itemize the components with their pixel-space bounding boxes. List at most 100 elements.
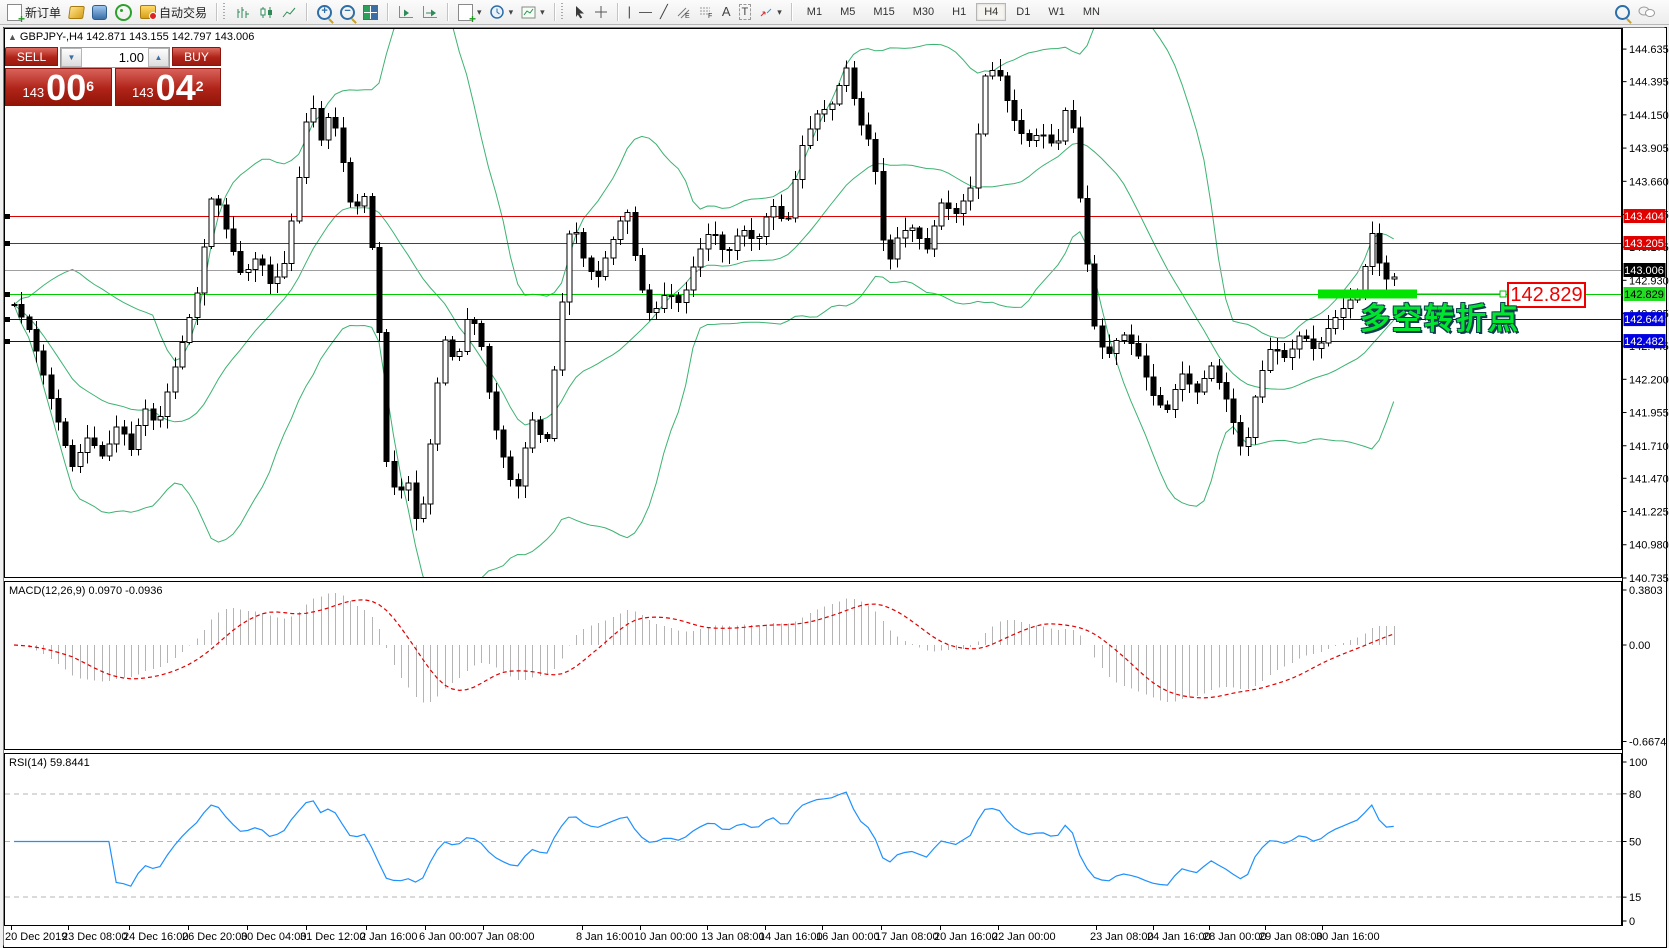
svg-text:8 Jan 16:00: 8 Jan 16:00 xyxy=(576,931,634,943)
timeframe-h1[interactable]: H1 xyxy=(952,6,967,18)
zoom-out-icon[interactable]: − xyxy=(336,3,359,22)
svg-text:F: F xyxy=(708,13,712,19)
templates-dropdown-caret[interactable]: ▾ xyxy=(540,6,545,17)
toolbar-separator xyxy=(306,3,309,21)
timeframe-m1[interactable]: M1 xyxy=(806,6,823,18)
timeframe-m5[interactable]: M5 xyxy=(840,6,856,18)
svg-text:13 Jan 08:00: 13 Jan 08:00 xyxy=(701,931,765,943)
sell-price-prefix: 143 xyxy=(22,85,45,100)
buy-price[interactable]: 143 04 2 xyxy=(114,67,221,108)
cursor-icon[interactable] xyxy=(570,3,590,21)
volume-decrease-button[interactable]: ▼ xyxy=(61,48,82,67)
toolbar-group-5 xyxy=(567,0,615,24)
autotrading-button[interactable]: 自动交易 xyxy=(136,2,211,23)
periods-dropdown-caret[interactable]: ▾ xyxy=(508,6,514,17)
line-chart-icon[interactable] xyxy=(278,4,301,21)
chart-shift-icon[interactable] xyxy=(418,4,442,21)
crosshair-icon[interactable] xyxy=(590,3,612,21)
buy-button[interactable]: BUY xyxy=(172,47,221,66)
svg-text:10 Jan 00:00: 10 Jan 00:00 xyxy=(634,931,698,943)
toolbar-grip xyxy=(559,3,565,21)
toolbar-separator xyxy=(790,3,793,21)
svg-text:142.200: 142.200 xyxy=(1629,374,1669,386)
svg-text:0: 0 xyxy=(1629,916,1635,928)
svg-text:20 Jan 16:00: 20 Jan 16:00 xyxy=(934,931,998,943)
toolbar-group-1 xyxy=(229,0,304,24)
svg-text:143.205: 143.205 xyxy=(1624,238,1664,250)
svg-text:142.829: 142.829 xyxy=(1624,289,1664,301)
sell-price-sup: 6 xyxy=(86,78,95,94)
svg-text:80: 80 xyxy=(1629,789,1641,801)
sell-button[interactable]: SELL xyxy=(5,47,58,66)
bar-chart-icon[interactable] xyxy=(232,4,255,21)
svg-text:143.905: 143.905 xyxy=(1629,143,1669,155)
svg-text:100: 100 xyxy=(1629,757,1647,769)
toolbar-group-0: + 新订单 自动交易 xyxy=(0,0,214,25)
tile-windows-icon[interactable] xyxy=(359,3,382,22)
timeframe-m15[interactable]: M15 xyxy=(873,6,895,18)
toolbar-separator xyxy=(387,3,390,21)
svg-text:143.006: 143.006 xyxy=(1624,265,1664,277)
timeframe-m30[interactable]: M30 xyxy=(912,6,935,18)
signals-icon[interactable] xyxy=(111,2,136,23)
svg-text:141.710: 141.710 xyxy=(1629,441,1669,453)
rsi-indicator-label: RSI(14) 59.8441 xyxy=(9,757,90,769)
chat-icon[interactable] xyxy=(1634,3,1659,21)
timeframe-d1[interactable]: D1 xyxy=(1016,6,1031,18)
svg-text:140.735: 140.735 xyxy=(1629,573,1669,585)
sell-price[interactable]: 143 00 6 xyxy=(5,68,112,106)
text-icon[interactable]: A xyxy=(721,4,731,19)
svg-text:E: E xyxy=(685,13,690,19)
svg-text:7 Jan 08:00: 7 Jan 08:00 xyxy=(477,931,535,943)
svg-text:144.150: 144.150 xyxy=(1629,110,1669,122)
search-icon[interactable] xyxy=(1611,3,1634,22)
svg-text:31 Dec 12:00: 31 Dec 12:00 xyxy=(300,931,365,943)
one-click-trading-panel: SELL ▼ ▲ BUY 143 00 6 143 04 2 xyxy=(5,47,221,106)
text-label-icon[interactable]: T xyxy=(735,2,756,22)
candlestick-chart-icon[interactable] xyxy=(255,4,278,21)
vertical-line-icon[interactable]: | xyxy=(627,4,632,19)
turning-point-annotation[interactable]: 多空转折点 xyxy=(1360,303,1520,336)
horizontal-line-icon[interactable]: — xyxy=(639,4,653,19)
buy-price-sup: 2 xyxy=(195,78,204,94)
volume-increase-button[interactable]: ▲ xyxy=(148,48,169,67)
svg-text:144.395: 144.395 xyxy=(1629,77,1669,89)
ohlc-readout: 142.871 143.155 142.797 143.006 xyxy=(86,31,255,43)
fibonacci-icon[interactable]: F xyxy=(695,3,718,21)
navigator-icon[interactable] xyxy=(88,3,111,22)
svg-text:29 Jan 08:00: 29 Jan 08:00 xyxy=(1259,931,1323,943)
new-chart-dropdown-caret[interactable]: ▾ xyxy=(477,6,482,17)
collapse-panel-icon[interactable]: ▲ xyxy=(8,32,17,42)
svg-text:143.404: 143.404 xyxy=(1624,211,1664,223)
timeframe-mn[interactable]: MN xyxy=(1082,6,1100,18)
equidistant-channel-icon[interactable]: E xyxy=(672,3,695,21)
toolbar-group-4: + ▾ ▾ ▾ xyxy=(451,0,552,25)
svg-text:141.470: 141.470 xyxy=(1629,473,1669,485)
svg-text:2 Jan 16:00: 2 Jan 16:00 xyxy=(360,931,418,943)
arrows-dropdown-caret[interactable]: ▾ xyxy=(777,6,782,17)
svg-text:144.635: 144.635 xyxy=(1629,44,1669,56)
zoom-in-icon[interactable]: + xyxy=(313,3,336,22)
buy-price-prefix: 143 xyxy=(131,85,154,100)
svg-text:142.644: 142.644 xyxy=(1624,314,1664,326)
toolbar-separator xyxy=(553,3,556,21)
svg-text:142.930: 142.930 xyxy=(1629,275,1669,287)
svg-text:142.829: 142.829 xyxy=(1510,284,1582,306)
buy-price-big: 04 xyxy=(155,67,196,108)
periods-dropdown[interactable]: ▾ xyxy=(486,3,518,22)
autotrading-button-label: 自动交易 xyxy=(159,5,208,20)
trendline-icon[interactable]: ╱ xyxy=(660,4,668,19)
new-order-button-label: 新订单 xyxy=(25,5,62,20)
svg-text:143.660: 143.660 xyxy=(1629,176,1669,188)
auto-scroll-icon[interactable] xyxy=(394,4,418,21)
svg-text:17 Jan 08:00: 17 Jan 08:00 xyxy=(875,931,939,943)
timeframe-w1[interactable]: W1 xyxy=(1048,6,1065,18)
arrows-dropdown[interactable]: ▾ xyxy=(755,4,786,21)
svg-text:141.955: 141.955 xyxy=(1629,408,1669,420)
new-order-button[interactable]: + 新订单 xyxy=(3,2,65,25)
volume-input[interactable] xyxy=(82,48,148,67)
timeframe-h4[interactable]: H4 xyxy=(976,3,1007,21)
new-chart-dropdown[interactable]: + ▾ xyxy=(454,2,486,25)
templates-dropdown[interactable]: ▾ xyxy=(517,4,549,21)
